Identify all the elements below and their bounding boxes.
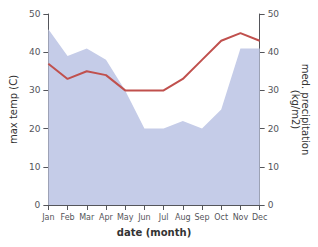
svg-text:0: 0 [35, 200, 41, 210]
svg-text:50: 50 [29, 9, 41, 19]
svg-text:med. precipitation: med. precipitation [299, 63, 311, 156]
svg-text:20: 20 [268, 124, 280, 134]
svg-text:max temp (C): max temp (C) [8, 75, 19, 144]
svg-text:Dec: Dec [252, 213, 267, 222]
svg-text:20: 20 [29, 124, 41, 134]
svg-text:Oct: Oct [214, 213, 228, 222]
svg-text:(kg/m2): (kg/m2) [290, 90, 301, 130]
svg-text:Feb: Feb [60, 213, 74, 222]
svg-text:Jun: Jun [137, 213, 151, 222]
svg-text:10: 10 [29, 162, 41, 172]
svg-text:10: 10 [268, 162, 280, 172]
svg-text:30: 30 [268, 85, 280, 95]
svg-text:40: 40 [268, 47, 280, 57]
svg-text:Aug: Aug [175, 213, 191, 222]
svg-text:40: 40 [29, 47, 41, 57]
svg-text:0: 0 [268, 200, 274, 210]
svg-text:Jul: Jul [158, 213, 169, 222]
svg-text:Nov: Nov [233, 213, 249, 222]
svg-text:50: 50 [268, 9, 280, 19]
svg-text:30: 30 [29, 85, 41, 95]
svg-text:Mar: Mar [79, 213, 95, 222]
svg-text:Sep: Sep [194, 213, 209, 222]
svg-text:Apr: Apr [99, 213, 114, 222]
svg-text:Jan: Jan [41, 213, 54, 222]
svg-text:date (month): date (month) [117, 227, 191, 238]
svg-text:May: May [117, 213, 134, 222]
